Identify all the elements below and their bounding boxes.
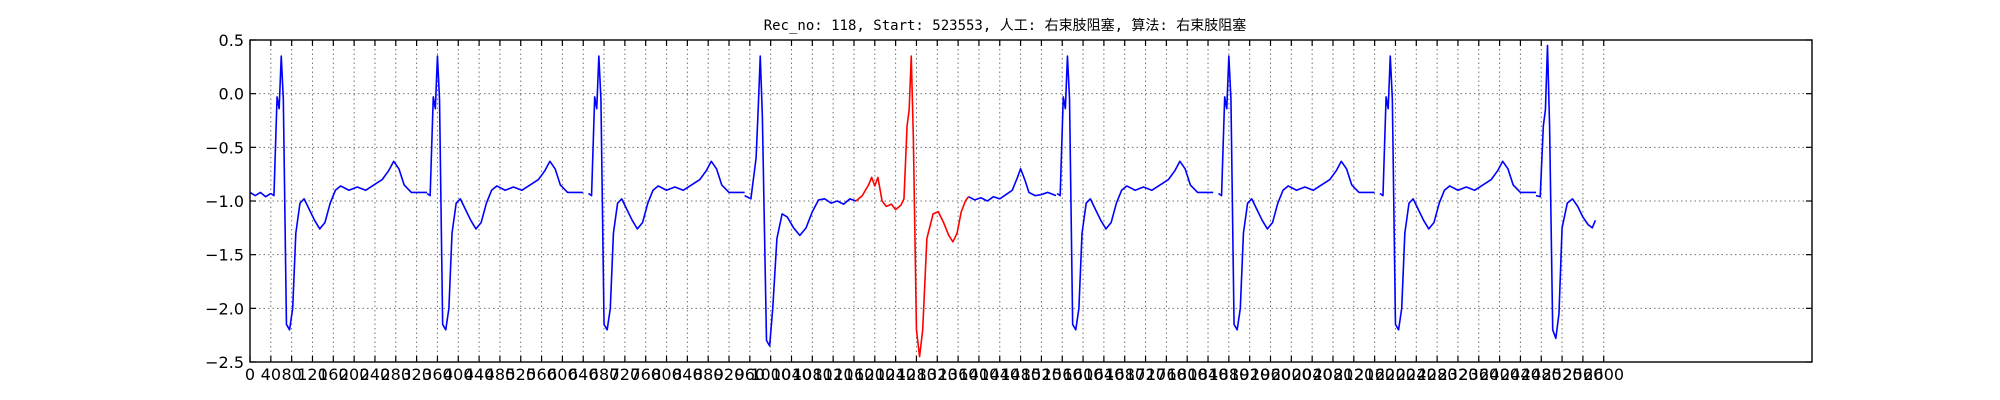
horizontal-gridlines [250, 93, 1812, 309]
x-tick-label: 1520 [1021, 365, 1062, 384]
x-tick-label: 1240 [875, 365, 916, 384]
x-tick-label: 160 [318, 365, 349, 384]
x-tick-label: 2360 [1458, 365, 1499, 384]
x-tick-label: 2440 [1500, 365, 1541, 384]
y-tick-label: −2.0 [205, 299, 244, 318]
y-tick-label: 0.0 [219, 85, 244, 104]
x-tick-label: 200 [339, 365, 370, 384]
x-tick-label: 520 [505, 365, 536, 384]
x-tick-label: 1320 [917, 365, 958, 384]
signal-segment [587, 55, 745, 331]
x-tick-label: 2080 [1313, 365, 1354, 384]
signal-segment [968, 168, 1057, 202]
ecg-signal [249, 44, 1597, 358]
x-tick-label: 1800 [1167, 365, 1208, 384]
x-tick-label: 1920 [1229, 365, 1270, 384]
x-tick-label: 680 [589, 365, 620, 384]
x-tick-label: 2200 [1375, 365, 1416, 384]
x-tick-label: 840 [672, 365, 703, 384]
x-tick-label: 2040 [1292, 365, 1333, 384]
x-tick-label: 560 [526, 365, 557, 384]
x-tick-label: 1480 [1000, 365, 1041, 384]
x-tick-label: 2120 [1333, 365, 1374, 384]
x-tick-label: 1880 [1208, 365, 1249, 384]
x-tick-label: 960 [735, 365, 766, 384]
x-tick-label: 1680 [1104, 365, 1145, 384]
x-tick-label: 2560 [1563, 365, 1604, 384]
highlighted-segment [855, 55, 970, 358]
x-tick-label: 1400 [959, 365, 1000, 384]
y-tick-label: −1.0 [205, 192, 244, 211]
x-tick-label: 1200 [854, 365, 895, 384]
x-tick-label: 2600 [1583, 365, 1624, 384]
y-tick-label: −1.5 [205, 246, 244, 265]
x-tick-label: 1080 [792, 365, 833, 384]
x-tick-label: 1280 [896, 365, 937, 384]
x-tick-label: 1440 [979, 365, 1020, 384]
x-tick-label: 2480 [1521, 365, 1562, 384]
x-tick-label: 320 [401, 365, 432, 384]
x-tick-label: 920 [714, 365, 745, 384]
x-tick-label: 760 [630, 365, 661, 384]
signal-segment [270, 55, 428, 331]
x-tick-label: 2400 [1479, 365, 1520, 384]
signal-segment [1217, 55, 1375, 331]
x-tick-label: 440 [464, 365, 495, 384]
x-tick-label: 1640 [1084, 365, 1125, 384]
signal-segment [1056, 55, 1214, 331]
signal-segment [1379, 55, 1537, 331]
x-tick-label: 1960 [1250, 365, 1291, 384]
x-tick-label: 1040 [771, 365, 812, 384]
x-tick-label: 120 [297, 365, 328, 384]
x-tick-label: 640 [568, 365, 599, 384]
x-tick-label: 40 [261, 365, 281, 384]
x-tick-label: 800 [651, 365, 682, 384]
x-tick-label: 240 [360, 365, 391, 384]
signal-segment [744, 55, 857, 347]
x-tick-label: 2000 [1271, 365, 1312, 384]
x-tick-label: 2160 [1354, 365, 1395, 384]
x-axis-ticks: 0 40 8012016020024028032036040044048052056… [245, 40, 1624, 384]
x-tick-label: 2280 [1417, 365, 1458, 384]
y-axis-ticks: 0.5 0.0 −0.5 −1.0 −1.5 −2.0 −2.5 [205, 31, 1812, 372]
x-tick-label: 1560 [1042, 365, 1083, 384]
signal-segment [1535, 44, 1597, 340]
x-tick-label: 80 [281, 365, 301, 384]
x-tick-label: 1760 [1146, 365, 1187, 384]
x-tick-label: 2320 [1438, 365, 1479, 384]
x-tick-label: 480 [485, 365, 516, 384]
x-tick-label: 0 [245, 365, 255, 384]
x-tick-label: 2520 [1542, 365, 1583, 384]
x-tick-label: 2240 [1396, 365, 1437, 384]
x-tick-label: 1840 [1188, 365, 1229, 384]
x-tick-label: 720 [610, 365, 641, 384]
x-tick-label: 1160 [834, 365, 875, 384]
x-tick-label: 1720 [1125, 365, 1166, 384]
x-tick-label: 360 [422, 365, 453, 384]
x-tick-label: 880 [693, 365, 724, 384]
y-tick-label: 0.5 [219, 31, 244, 50]
x-tick-label: 400 [443, 365, 474, 384]
x-tick-label: 1600 [1063, 365, 1104, 384]
x-tick-label: 600 [547, 365, 578, 384]
y-tick-label: −2.5 [205, 353, 244, 372]
y-tick-label: −0.5 [205, 138, 244, 157]
x-tick-label: 280 [381, 365, 412, 384]
signal-segment [426, 55, 584, 331]
signal-segment [249, 191, 272, 198]
x-tick-label: 1360 [938, 365, 979, 384]
chart-title: Rec_no: 118, Start: 523553, 人工: 右束肢阻塞, 算… [764, 17, 1247, 34]
x-tick-label: 1000 [750, 365, 791, 384]
x-tick-label: 1120 [813, 365, 854, 384]
